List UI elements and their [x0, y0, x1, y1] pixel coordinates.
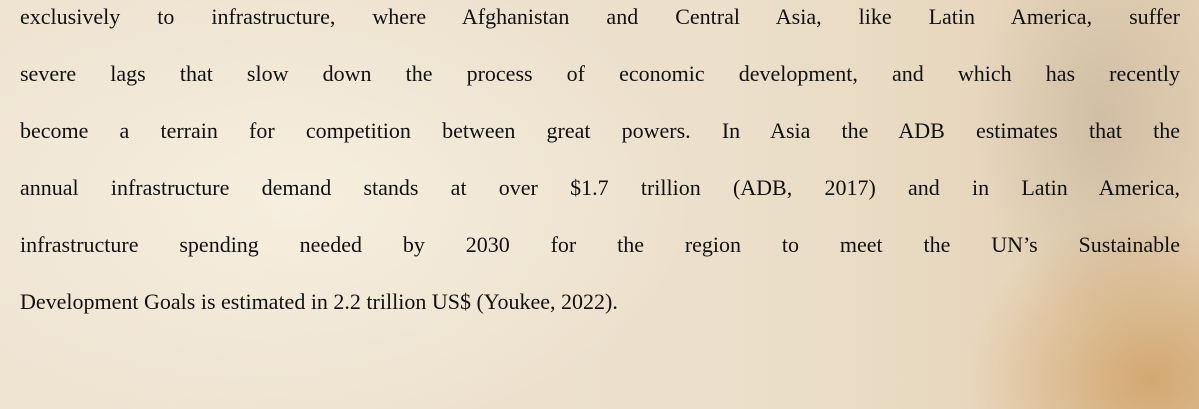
text-line: severe lags that slow down the process o… [20, 61, 1180, 86]
text-line: annual infrastructure demand stands at o… [20, 175, 1180, 200]
text-line: exclusively to infrastructure, where Afg… [20, 4, 1180, 29]
text-line: Development Goals is estimated in 2.2 tr… [20, 289, 618, 314]
text-line: become a terrain for competition between… [20, 118, 1180, 143]
text-line: infrastructure spending needed by 2030 f… [20, 232, 1180, 257]
